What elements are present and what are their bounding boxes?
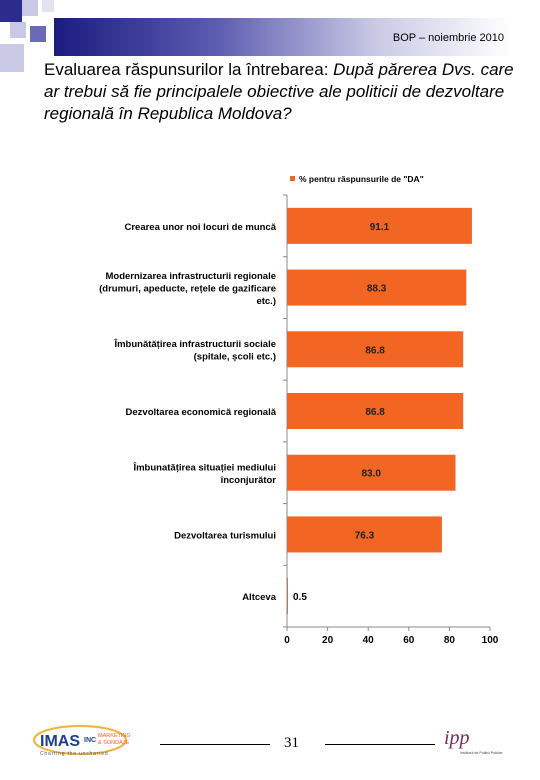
x-tick-label: 0 xyxy=(284,635,290,646)
imas-logo-sub: INC xyxy=(84,737,96,744)
decorative-square xyxy=(10,22,26,38)
bar-value-label: 91.1 xyxy=(370,222,390,233)
imas-logo-main: IMAS xyxy=(40,733,80,750)
bar-value-label: 76.3 xyxy=(355,530,375,541)
decorative-square xyxy=(0,44,24,72)
x-tick-label: 60 xyxy=(403,635,415,646)
axes-group: 0 20 40 60 80 100 xyxy=(283,194,499,646)
ipp-logo-main: ipp xyxy=(444,727,470,749)
decorative-square xyxy=(0,0,22,22)
bar-value-label: 0.5 xyxy=(293,592,307,603)
imas-logo: IMAS INC MARKETING & SONDAJE Charting th… xyxy=(33,725,131,757)
footer-divider-left xyxy=(160,744,270,745)
title-bold: Evaluarea răspunsurilor la întrebarea: xyxy=(44,60,329,79)
decorative-square xyxy=(42,0,54,12)
imas-logo-tag1: MARKETING xyxy=(98,733,131,739)
bar xyxy=(287,331,464,368)
page-title: Evaluarea răspunsurilor la întrebarea: D… xyxy=(44,59,514,125)
category-label: (spitale, școli etc.) xyxy=(194,352,276,363)
ipp-logo-caption: Institutul de Politici Publice xyxy=(460,751,503,755)
bar xyxy=(287,393,464,429)
decorative-square xyxy=(22,0,38,16)
x-tick-label: 100 xyxy=(482,635,499,646)
category-label: Altceva xyxy=(242,592,277,603)
legend-swatch xyxy=(290,176,295,181)
imas-logo-slogan: Charting the uncharted xyxy=(40,751,108,757)
category-label: Îmbunatățirea situației mediului xyxy=(132,461,276,473)
page-number: 31 xyxy=(284,735,299,751)
bar xyxy=(287,578,289,615)
category-label: Îmbunătățirea infrastructurii sociale xyxy=(113,338,276,350)
category-label: înconjurător xyxy=(220,475,277,486)
chart-legend: % pentru răspunsurile de "DA" xyxy=(290,174,424,184)
category-label: Dezvoltarea economică regională xyxy=(126,407,277,418)
bar xyxy=(287,454,456,491)
title-question: După părerea Dvs. care ar trebui să fie … xyxy=(44,60,514,123)
x-tick-label: 20 xyxy=(322,635,334,646)
bar xyxy=(287,516,442,553)
imas-logo-swoosh xyxy=(33,725,127,755)
category-label: Crearea unor noi locuri de muncă xyxy=(124,222,276,233)
footer-divider-right xyxy=(325,744,435,745)
category-label: Dezvoltarea turismului xyxy=(174,530,276,541)
bar-value-label: 83.0 xyxy=(362,469,382,480)
bar xyxy=(287,269,467,306)
x-tick-label: 80 xyxy=(444,635,456,646)
header-bar xyxy=(54,18,512,56)
bar-value-label: 86.8 xyxy=(365,345,385,356)
category-label: Modernizarea infrastructurii regionale xyxy=(105,271,276,282)
bar xyxy=(287,207,472,244)
legend-label: % pentru răspunsurile de "DA" xyxy=(299,174,424,184)
category-label: (drumuri, apeducte, rețele de gazificare xyxy=(99,284,276,295)
header-text: BOP – noiembrie 2010 xyxy=(392,32,504,44)
x-tick-label: 40 xyxy=(363,635,375,646)
category-label: etc.) xyxy=(256,296,276,307)
bars-group: 91.1 Crearea unor noi locuri de muncă 88.3… xyxy=(99,207,472,615)
bar-value-label: 88.3 xyxy=(367,284,387,295)
bar-value-label: 86.8 xyxy=(365,407,385,418)
decorative-square xyxy=(30,26,46,42)
ipp-logo: ipp Institutul de Politici Publice xyxy=(444,727,503,755)
imas-logo-tag2: & SONDAJE xyxy=(98,740,130,746)
